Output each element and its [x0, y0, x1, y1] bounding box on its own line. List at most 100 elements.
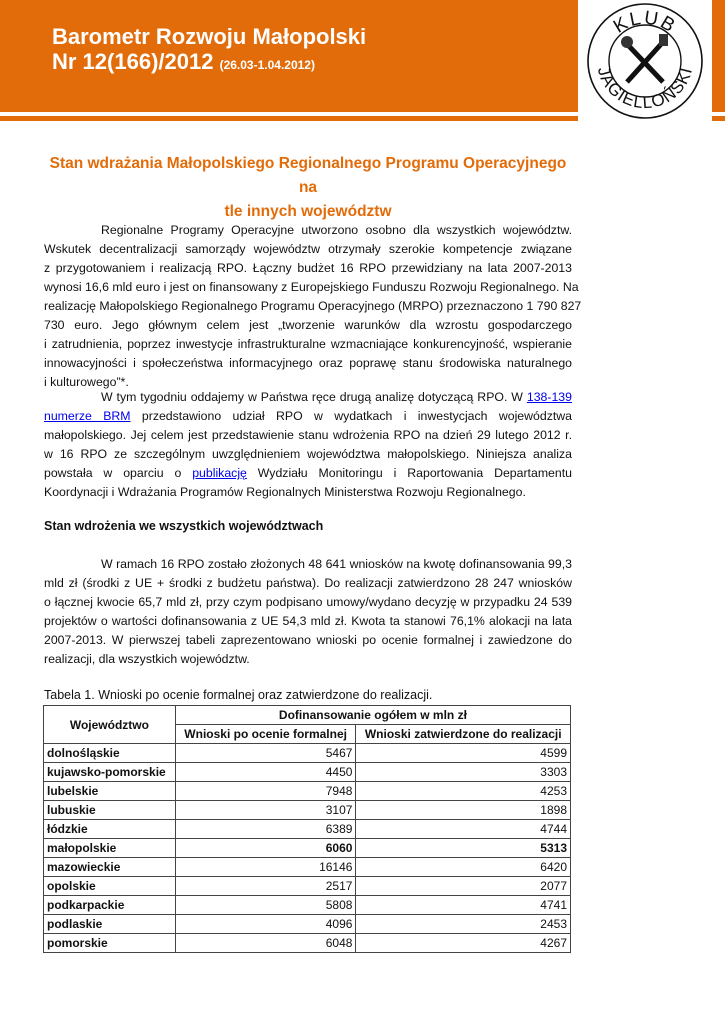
text-line: 730 euro. Jego głównym celem jest „tworz… — [44, 316, 572, 335]
text-segment: realizacji, dla wszystkich województw. — [44, 652, 250, 666]
rpo-table: Województwo Dofinansowanie ogółem w mln … — [43, 705, 572, 953]
text-segment: Wydziału Monitoringu i Raportowania Depa… — [246, 466, 572, 480]
table-row: opolskie 2517 2077 — [43, 876, 571, 896]
region-cell: łódzkie — [43, 819, 176, 839]
formal-cell: 2517 — [174, 876, 357, 896]
formal-cell: 6060 — [174, 838, 357, 858]
header-group: Dofinansowanie ogółem w mln zł — [174, 705, 572, 725]
text-line: z przygotowaniem i realizacją RPO. Łączn… — [44, 259, 572, 278]
heading-line: Stan wdrażania Małopolskiego Regionalneg… — [49, 155, 567, 196]
header-divider-right — [712, 116, 725, 121]
text-segment: i zatrudnienia, poprzez inwestycje infra… — [44, 337, 572, 351]
text-segment: Regionalne Programy Operacyjne utworzono… — [101, 223, 572, 237]
text-segment: 730 euro. Jego głównym celem jest „tworz… — [44, 318, 572, 332]
table-row: łódzkie 6389 4744 — [43, 819, 571, 839]
table-caption: Tabela 1. Wnioski po ocenie formalnej or… — [44, 688, 433, 702]
text-line: powstała w oparciu o publikację Wydziału… — [44, 464, 572, 483]
klub-jagiellonski-logo: KLUB JAGIELLOŃSKI — [587, 3, 703, 119]
formal-cell: 4450 — [174, 762, 357, 782]
approved-cell: 2453 — [355, 914, 571, 934]
text-line: W ramach 16 RPO zostało złożonych 48 641… — [44, 555, 572, 574]
issue-date-range: (26.03-1.04.2012) — [219, 58, 315, 72]
table-row: podlaskie 4096 2453 — [43, 914, 571, 934]
text-segment: 2007-2013. W pierwszej tabeli zaprezento… — [44, 633, 572, 647]
header-approved: Wnioski zatwierdzone do realizacji — [355, 724, 571, 744]
text-line: W tym tygodniu oddajemy w Państwa ręce d… — [44, 388, 572, 407]
approved-cell: 1898 — [355, 800, 571, 820]
reference-link[interactable]: publikację — [192, 466, 247, 480]
text-line: projektów o wartości dofinansowania z UE… — [44, 612, 572, 631]
text-line: w 16 RPO ze szczególnym uwzględnieniem w… — [44, 445, 572, 464]
text-line: 2007-2013. W pierwszej tabeli zaprezento… — [44, 631, 572, 650]
text-line: innowacyjności i społeczeństwa informacy… — [44, 354, 572, 373]
text-line: numerze BRM przedstawiono udział RPO w w… — [44, 407, 572, 426]
text-segment: realizację Małopolskiego Regionalnego Pr… — [44, 299, 582, 313]
text-segment: o łącznej kwocie 65,7 mld zł, przy czym … — [44, 595, 572, 609]
text-line: Wskutek decentralizacji samorządy wojewó… — [44, 240, 572, 259]
text-segment: mld zł (środki z UE + środki z budżetu p… — [44, 576, 572, 590]
region-cell: małopolskie — [43, 838, 176, 858]
approved-cell: 6420 — [355, 857, 571, 877]
table-row: mazowieckie 16146 6420 — [43, 857, 571, 877]
text-line: mld zł (środki z UE + środki z budżetu p… — [44, 574, 572, 593]
region-cell: podlaskie — [43, 914, 176, 934]
issue-number: Nr 12(166)/2012 (26.03-1.04.2012) — [52, 49, 315, 75]
header-divider — [0, 116, 578, 121]
paragraph-status: W ramach 16 RPO zostało złożonych 48 641… — [44, 555, 572, 669]
text-line: Koordynacji i Wdrażania Programów Region… — [44, 483, 572, 502]
text-line: i zatrudnienia, poprzez inwestycje infra… — [44, 335, 572, 354]
section-subheading: Stan wdrożenia we wszystkich województwa… — [44, 519, 324, 533]
formal-cell: 3107 — [174, 800, 357, 820]
text-line: i kulturowego”*. — [44, 373, 572, 392]
text-segment: z przygotowaniem i realizacją RPO. Łączn… — [44, 261, 572, 275]
text-segment: W tym tygodniu oddajemy w Państwa ręce d… — [101, 390, 527, 404]
table-row: lubelskie 7948 4253 — [43, 781, 571, 801]
table-row: pomorskie 6048 4267 — [43, 933, 571, 953]
article-heading: Stan wdrażania Małopolskiego Regionalneg… — [44, 152, 572, 224]
text-segment: małopolskiego. Jej celem jest przedstawi… — [44, 428, 572, 442]
formal-cell: 4096 — [174, 914, 357, 934]
region-cell: mazowieckie — [43, 857, 176, 877]
table-row: podkarpackie 5808 4741 — [43, 895, 571, 915]
text-line: wynosi 16,6 mld euro i jest on finansowa… — [44, 278, 579, 297]
table-row: małopolskie 6060 5313 — [43, 838, 571, 858]
approved-cell: 4267 — [355, 933, 571, 953]
paragraph-intro: Regionalne Programy Operacyjne utworzono… — [44, 221, 581, 392]
text-segment: Koordynacji i Wdrażania Programów Region… — [44, 485, 526, 499]
region-cell: kujawsko-pomorskie — [43, 762, 176, 782]
text-line: realizację Małopolskiego Regionalnego Pr… — [44, 297, 581, 316]
formal-cell: 6389 — [174, 819, 357, 839]
text-segment: w 16 RPO ze szczególnym uwzględnieniem w… — [44, 447, 572, 461]
approved-cell: 4744 — [355, 819, 571, 839]
text-segment: Wskutek decentralizacji samorządy wojewó… — [44, 242, 572, 256]
table-row: dolnośląskie 5467 4599 — [43, 743, 571, 763]
approved-cell: 3303 — [355, 762, 571, 782]
reference-link[interactable]: 138-139 — [526, 390, 572, 404]
paragraph-analysis: W tym tygodniu oddajemy w Państwa ręce d… — [44, 388, 572, 502]
text-segment: przedstawiono udział RPO w wydatkach i i… — [130, 409, 572, 423]
formal-cell: 5808 — [174, 895, 357, 915]
formal-cell: 7948 — [174, 781, 357, 801]
text-segment: W ramach 16 RPO zostało złożonych 48 641… — [101, 557, 572, 571]
table-row: kujawsko-pomorskie 4450 3303 — [43, 762, 571, 782]
publication-title: Barometr Rozwoju Małopolski — [52, 24, 367, 49]
region-cell: lubuskie — [43, 800, 176, 820]
text-segment: projektów o wartości dofinansowania z UE… — [44, 614, 572, 628]
region-cell: opolskie — [43, 876, 176, 896]
text-line: małopolskiego. Jej celem jest przedstawi… — [44, 426, 572, 445]
issue-label: Nr 12(166)/2012 — [52, 49, 214, 74]
text-line: realizacji, dla wszystkich województw. — [44, 650, 572, 669]
approved-cell: 4741 — [355, 895, 571, 915]
approved-cell: 5313 — [355, 838, 571, 858]
reference-link[interactable]: numerze BRM — [44, 409, 131, 423]
region-cell: podkarpackie — [43, 895, 176, 915]
text-line: Regionalne Programy Operacyjne utworzono… — [44, 221, 572, 240]
region-cell: dolnośląskie — [43, 743, 176, 763]
text-segment: powstała w oparciu o — [44, 466, 193, 480]
region-cell: lubelskie — [43, 781, 176, 801]
heading-line: tle innych województw — [224, 203, 392, 220]
formal-cell: 16146 — [174, 857, 357, 877]
region-cell: pomorskie — [43, 933, 176, 953]
text-segment: i kulturowego”*. — [44, 375, 129, 389]
formal-cell: 5467 — [174, 743, 357, 763]
